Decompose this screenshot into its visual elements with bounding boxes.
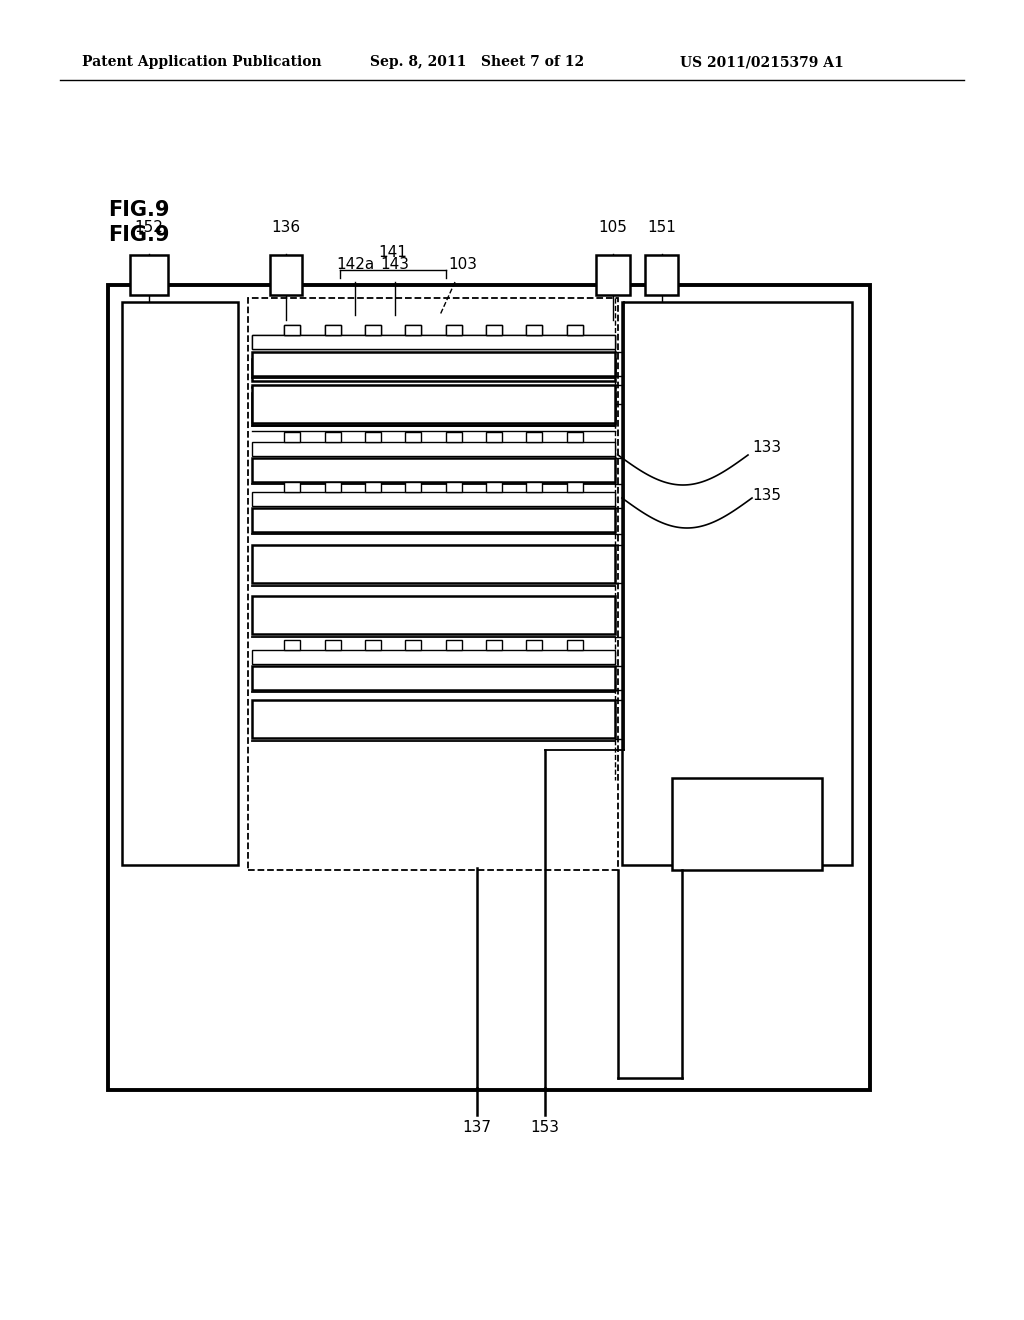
Bar bbox=[285, 482, 300, 492]
Bar bbox=[252, 352, 615, 376]
Bar bbox=[252, 700, 615, 738]
Bar bbox=[486, 640, 502, 649]
Text: FIG.9: FIG.9 bbox=[108, 224, 170, 246]
Text: Sep. 8, 2011   Sheet 7 of 12: Sep. 8, 2011 Sheet 7 of 12 bbox=[370, 55, 584, 69]
Text: FIG.9: FIG.9 bbox=[108, 201, 170, 220]
Bar bbox=[252, 393, 615, 425]
Text: 105: 105 bbox=[599, 220, 628, 235]
Bar bbox=[365, 325, 381, 335]
Text: 137: 137 bbox=[463, 1119, 492, 1135]
Bar bbox=[406, 432, 421, 442]
Bar bbox=[526, 640, 543, 649]
Bar bbox=[252, 385, 615, 422]
Bar bbox=[445, 325, 462, 335]
Bar bbox=[566, 325, 583, 335]
Text: 151: 151 bbox=[647, 220, 677, 235]
Bar bbox=[526, 482, 543, 492]
Bar bbox=[285, 640, 300, 649]
Bar bbox=[252, 458, 615, 482]
Text: 153: 153 bbox=[530, 1119, 559, 1135]
Bar bbox=[325, 325, 341, 335]
Bar bbox=[108, 285, 870, 1090]
Text: Patent Application Publication: Patent Application Publication bbox=[82, 55, 322, 69]
Bar bbox=[252, 359, 615, 381]
Bar bbox=[406, 325, 421, 335]
Bar bbox=[526, 432, 543, 442]
Text: 143: 143 bbox=[381, 257, 410, 272]
Bar bbox=[566, 325, 583, 335]
Bar bbox=[566, 640, 583, 649]
Text: 136: 136 bbox=[271, 220, 301, 235]
Bar bbox=[252, 545, 615, 583]
Bar bbox=[526, 325, 543, 335]
Bar bbox=[672, 777, 822, 870]
Bar bbox=[325, 325, 341, 335]
Text: 152: 152 bbox=[134, 220, 164, 235]
Bar bbox=[486, 482, 502, 492]
Bar bbox=[325, 640, 341, 649]
Bar bbox=[486, 325, 502, 335]
Bar bbox=[445, 640, 462, 649]
Bar bbox=[252, 335, 615, 348]
Bar bbox=[406, 482, 421, 492]
Bar bbox=[596, 255, 630, 294]
Bar bbox=[270, 255, 302, 294]
Bar bbox=[252, 442, 615, 455]
Bar bbox=[248, 298, 618, 870]
Bar bbox=[526, 325, 543, 335]
Bar bbox=[406, 640, 421, 649]
Bar bbox=[325, 432, 341, 442]
Bar bbox=[325, 482, 341, 492]
Bar bbox=[622, 302, 852, 865]
Bar bbox=[122, 302, 238, 865]
Bar bbox=[445, 432, 462, 442]
Text: Li: Li bbox=[460, 414, 472, 429]
Text: 103: 103 bbox=[449, 257, 477, 272]
Text: 135: 135 bbox=[752, 487, 781, 503]
Bar bbox=[406, 325, 421, 335]
Bar bbox=[252, 335, 615, 348]
Text: Lv: Lv bbox=[379, 414, 395, 429]
Text: 142a: 142a bbox=[336, 257, 374, 272]
Bar bbox=[445, 325, 462, 335]
Bar bbox=[365, 482, 381, 492]
Text: 133: 133 bbox=[752, 441, 781, 455]
Bar bbox=[566, 482, 583, 492]
Bar bbox=[566, 432, 583, 442]
Bar bbox=[445, 482, 462, 492]
Bar bbox=[130, 255, 168, 294]
Bar bbox=[486, 432, 502, 442]
Bar bbox=[486, 325, 502, 335]
Bar bbox=[252, 508, 615, 532]
Bar bbox=[252, 597, 615, 634]
Bar bbox=[645, 255, 678, 294]
Bar bbox=[285, 325, 300, 335]
Bar bbox=[252, 492, 615, 506]
Bar bbox=[365, 325, 381, 335]
Text: 141: 141 bbox=[379, 246, 408, 260]
Bar bbox=[285, 325, 300, 335]
Bar bbox=[252, 667, 615, 690]
Bar bbox=[365, 432, 381, 442]
Bar bbox=[365, 640, 381, 649]
Bar bbox=[285, 432, 300, 442]
Bar bbox=[252, 649, 615, 664]
Text: US 2011/0215379 A1: US 2011/0215379 A1 bbox=[680, 55, 844, 69]
